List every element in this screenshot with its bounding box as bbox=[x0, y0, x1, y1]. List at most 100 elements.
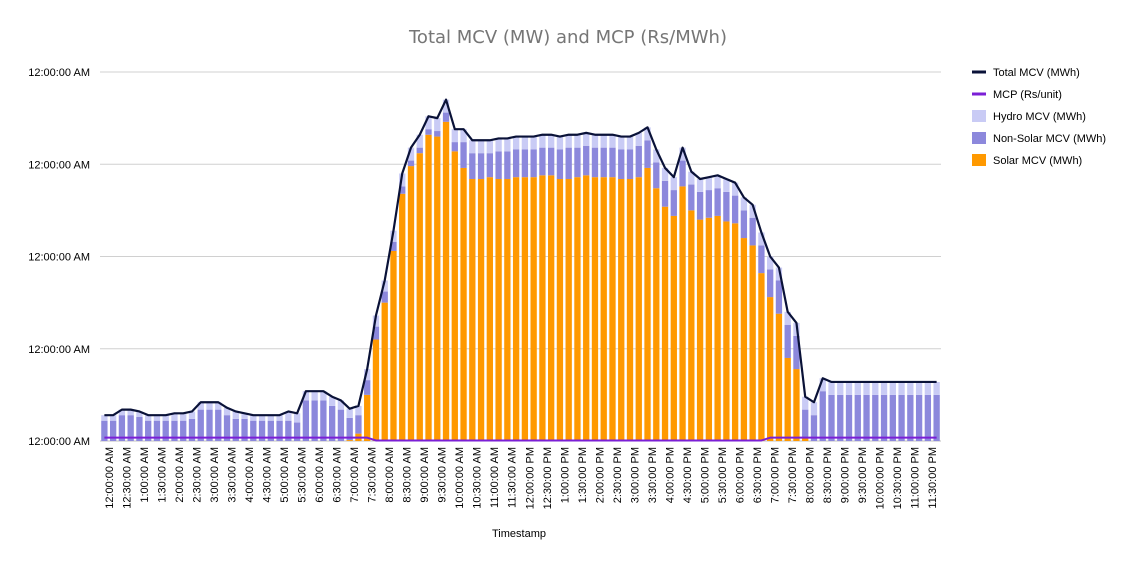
hydro-bar bbox=[872, 381, 879, 395]
x-tick-label: 11:00:00 AM bbox=[489, 447, 501, 508]
x-tick-label: 7:30:00 AM bbox=[367, 447, 379, 503]
nonsolar-bar bbox=[355, 415, 362, 434]
x-tick-label: 6:30:00 PM bbox=[752, 447, 764, 503]
nonsolar-bar bbox=[653, 162, 660, 189]
x-tick-label: 7:30:00 PM bbox=[787, 447, 799, 503]
solar-bar bbox=[530, 177, 537, 442]
hydro-bar bbox=[854, 381, 861, 395]
hydro-bar bbox=[364, 369, 371, 381]
hydro-bar bbox=[740, 197, 748, 211]
nonsolar-bar bbox=[109, 420, 117, 441]
hydro-bar bbox=[495, 138, 502, 152]
x-tick-label: 2:30:00 PM bbox=[612, 447, 624, 503]
x-tick-label: 5:30:00 PM bbox=[717, 447, 729, 503]
y-tick-label: 12:00:00 AM bbox=[28, 436, 90, 448]
hydro-bar bbox=[688, 171, 695, 185]
nonsolar-bar bbox=[819, 391, 826, 441]
grid-layer bbox=[100, 71, 941, 442]
total-mcv-line bbox=[104, 98, 937, 417]
x-tick-label: 9:00:00 AM bbox=[419, 447, 431, 503]
nonsolar-bar bbox=[775, 280, 783, 314]
hydro-bar bbox=[109, 415, 117, 421]
solar-bar bbox=[661, 206, 669, 441]
nonsolar-bar bbox=[854, 394, 861, 442]
solar-bar bbox=[635, 177, 642, 442]
x-tick-label: 2:30:00 AM bbox=[191, 447, 203, 503]
hydro-bar bbox=[311, 391, 318, 401]
hydro-bar bbox=[232, 411, 239, 419]
x-tick-label: 6:00:00 PM bbox=[735, 447, 747, 503]
chart-title: Total MCV (MW) and MCP (Rs/MWh) bbox=[408, 27, 727, 48]
x-tick-label: 12:00:00 AM bbox=[104, 447, 116, 509]
nonsolar-bar bbox=[153, 420, 161, 441]
nonsolar-bar bbox=[521, 149, 529, 178]
x-tick-label: 9:30:00 AM bbox=[437, 447, 449, 503]
solar-bar bbox=[679, 186, 686, 441]
nonsolar-bar bbox=[215, 409, 222, 441]
nonsolar-bar bbox=[127, 415, 134, 441]
nonsolar-bar bbox=[810, 415, 818, 441]
x-tick-label: 6:30:00 AM bbox=[332, 447, 344, 503]
hydro-bar bbox=[845, 381, 853, 395]
legend-label: Non-Solar MCV (MWh) bbox=[993, 133, 1106, 145]
hydro-bar bbox=[539, 134, 546, 148]
solar-bar bbox=[442, 121, 450, 441]
legend-label: Total MCV (MWh) bbox=[993, 67, 1080, 79]
legend-label: Hydro MCV (MWh) bbox=[993, 111, 1086, 123]
legend: Total MCV (MWh) MCP (Rs/unit) Hydro MCV (M… bbox=[972, 67, 1106, 167]
x-axis-title: Timestamp bbox=[492, 528, 546, 540]
nonsolar-bar bbox=[705, 190, 713, 218]
solar-bar bbox=[512, 177, 520, 442]
hydro-bar bbox=[118, 409, 126, 416]
x-tick-label: 8:00:00 PM bbox=[805, 447, 817, 503]
solar-bar bbox=[749, 245, 756, 441]
solar-bar bbox=[653, 188, 660, 441]
x-tick-label: 3:00:00 AM bbox=[209, 447, 221, 503]
hydro-bar bbox=[679, 147, 686, 161]
hydro-bar bbox=[915, 381, 923, 395]
hydro-bar bbox=[320, 391, 327, 401]
nonsolar-bar bbox=[250, 420, 257, 441]
hydro-bar bbox=[583, 132, 590, 146]
solar-bar bbox=[696, 219, 704, 441]
x-axis: 12:00:00 AM 12:30:00 AM 1:00:00 AM 1:30:00 … bbox=[104, 447, 939, 509]
hydro-bar bbox=[171, 413, 178, 421]
x-tick-label: 6:00:00 AM bbox=[314, 447, 326, 503]
nonsolar-bar bbox=[626, 149, 634, 180]
hydro-bar bbox=[819, 378, 826, 392]
nonsolar-bar bbox=[399, 186, 406, 194]
hydro-bar bbox=[749, 204, 756, 218]
hydro-bar bbox=[153, 415, 161, 421]
lines-layer bbox=[104, 98, 937, 442]
nonsolar-bar bbox=[644, 140, 651, 168]
nonsolar-bar bbox=[915, 394, 923, 442]
hydro-bar bbox=[276, 415, 283, 421]
legend-swatch bbox=[972, 110, 986, 122]
hydro-bar bbox=[775, 267, 783, 281]
solar-bar bbox=[390, 250, 397, 441]
nonsolar-bar bbox=[872, 394, 879, 442]
nonsolar-bar bbox=[880, 394, 888, 442]
hydro-bar bbox=[626, 136, 634, 150]
solar-bar bbox=[784, 357, 791, 441]
solar-bar bbox=[740, 238, 748, 441]
x-tick-label: 1:00:00 PM bbox=[559, 447, 571, 503]
hydro-bar bbox=[591, 134, 599, 148]
nonsolar-bar bbox=[863, 394, 870, 442]
solar-bar bbox=[486, 177, 493, 442]
x-tick-label: 7:00:00 AM bbox=[349, 447, 361, 503]
nonsolar-bar bbox=[180, 420, 187, 441]
hydro-bar bbox=[180, 413, 187, 421]
x-tick-label: 4:30:00 PM bbox=[682, 447, 694, 503]
nonsolar-bar bbox=[337, 409, 345, 441]
nonsolar-bar bbox=[828, 394, 835, 442]
hydro-bar bbox=[889, 381, 896, 395]
solar-bar bbox=[504, 179, 511, 441]
y-tick-label: 12:00:00 AM bbox=[28, 344, 90, 356]
x-tick-label: 11:30:00 AM bbox=[507, 447, 519, 508]
nonsolar-bar bbox=[320, 400, 327, 441]
hydro-bar bbox=[609, 134, 616, 148]
hydro-bar bbox=[504, 138, 511, 152]
hydro-bar bbox=[635, 132, 642, 146]
